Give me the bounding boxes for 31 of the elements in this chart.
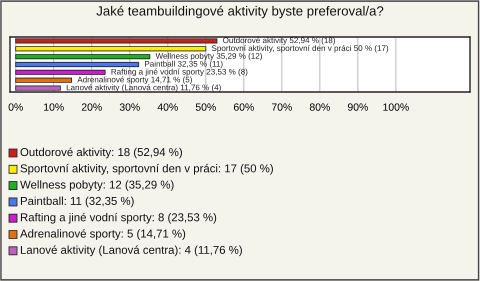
- x-tick-label: 20%: [82, 103, 102, 111]
- text: Lanové aktivity (Lanová centra): 4 (11,76 %): [20, 245, 242, 256]
- text: Paintball: 11 (32,35 %): [20, 196, 134, 208]
- x-tick-label: 60%: [234, 103, 254, 111]
- x-tick-label: 100%: [383, 103, 409, 111]
- text: Wellness pobyty: 12 (35,29 %): [20, 180, 174, 191]
- text: Sportovní aktivity, sportovní den v práci: 17 (50 %): [20, 164, 273, 175]
- data-label: Sportovní aktivity, sportovní den v práci 50 % (17): [212, 44, 388, 53]
- data-label: Outdorové aktivity 52,94 % (18): [223, 37, 335, 45]
- text: Adrenalinové sporty: 5 (14,71 %): [20, 229, 186, 240]
- x-tick-label: 40%: [158, 103, 178, 111]
- data-label: Adrenalinové sporty 14,71 % (5): [77, 76, 192, 84]
- x-tick-label: 0%: [8, 103, 23, 111]
- x-tick-label: 10%: [44, 103, 64, 111]
- bar: [15, 54, 150, 60]
- bar: [15, 70, 106, 75]
- bar: [15, 46, 206, 52]
- bar: [15, 78, 72, 83]
- x-tick-label: 70%: [272, 103, 292, 111]
- x-tick-label: 90%: [348, 103, 368, 111]
- bar: [15, 62, 140, 68]
- chart-title: Jaké teambuildingové aktivity byste preferoval/a?: [96, 6, 384, 18]
- data-label: Paintball 32,35 % (11): [145, 60, 223, 68]
- data-label: Lanové aktivity (Lanová centra) 11,76 % (4): [66, 84, 221, 92]
- data-label: Wellness pobyty 35,29 % (12): [156, 52, 262, 60]
- x-tick-label: 80%: [310, 103, 330, 111]
- text: Rafting a jiné vodní sporty: 8 (23,53 %): [20, 212, 216, 224]
- x-tick-label: 50%: [196, 103, 216, 111]
- x-tick-label: 30%: [120, 103, 140, 111]
- data-label: Rafting a jiné vodní sporty 23,53 % (8): [112, 68, 248, 76]
- text: Outdorové aktivity: 18 (52,94 %): [20, 148, 182, 158]
